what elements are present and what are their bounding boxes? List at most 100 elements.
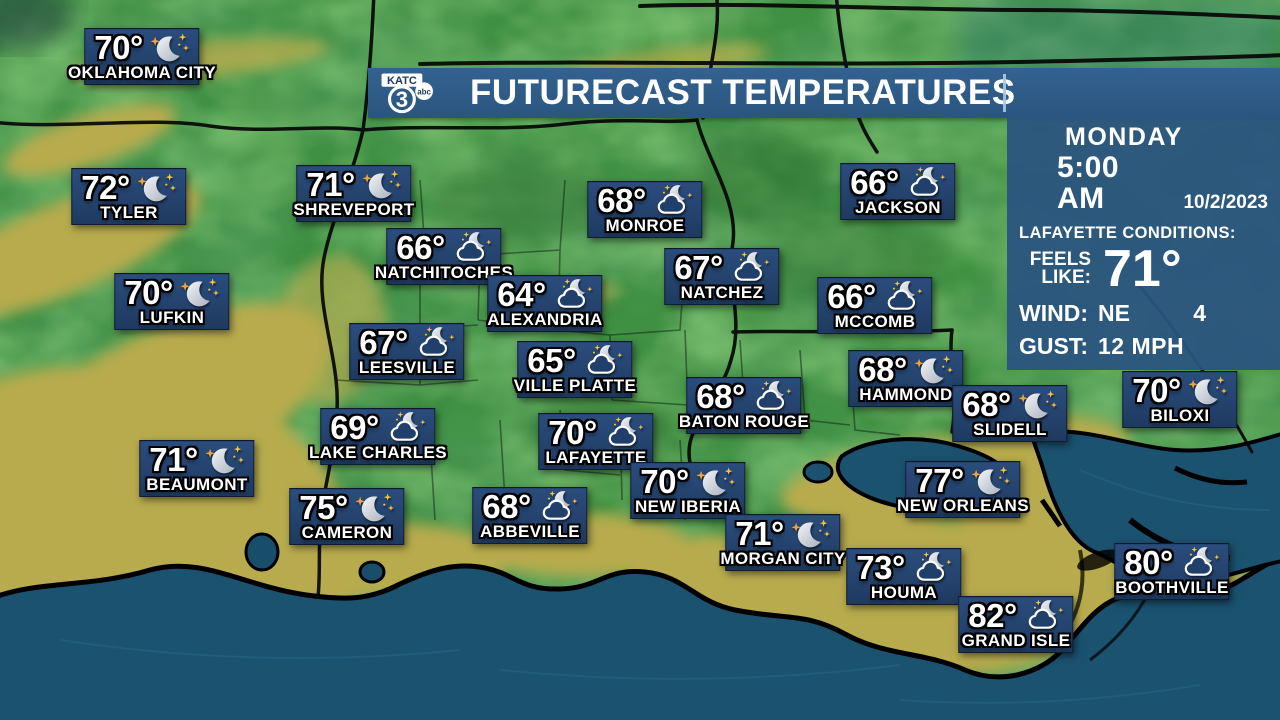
temperature-row: 73° xyxy=(856,549,952,586)
city-temperature-label: 82° GRAND ISLE xyxy=(958,596,1074,654)
temperature-value: 82° xyxy=(968,597,1017,634)
city-name: GRAND ISLE xyxy=(961,630,1071,650)
city-name: LUFKIN xyxy=(139,307,205,327)
gust-row: GUST: 12 MPH xyxy=(1019,333,1268,360)
clear-night-icon xyxy=(791,517,831,551)
city-temperature-label: 70° LUFKIN xyxy=(114,273,230,331)
city-name: LAKE CHARLES xyxy=(309,442,447,462)
city-name: SLIDELL xyxy=(973,419,1047,439)
temperature-value: 66° xyxy=(850,164,899,201)
temperature-value: 70° xyxy=(1132,372,1181,409)
city-name: BOOTHVILLE xyxy=(1115,577,1229,597)
temperature-value: 67° xyxy=(359,324,408,361)
temperature-row: 68° xyxy=(962,387,1058,423)
city-temperature-label: 68° SLIDELL xyxy=(952,385,1068,443)
wind-row: WIND: NE 4 xyxy=(1019,300,1268,327)
city-name: HAMMOND xyxy=(859,384,953,404)
svg-text:KATC: KATC xyxy=(387,75,417,87)
city-temperature-label: 71° BEAUMONT xyxy=(139,440,255,498)
temperature-row: 71° xyxy=(306,166,402,203)
temperature-value: 68° xyxy=(482,488,531,525)
partly-cloudy-night-icon xyxy=(1180,546,1220,580)
city-name: NEW ORLEANS xyxy=(897,495,1029,515)
temperature-row: 67° xyxy=(674,249,770,286)
forecast-time-row: 5:00 AM 10/2/2023 xyxy=(1057,150,1268,215)
temperature-row: 66° xyxy=(850,164,946,201)
city-temperature-label: 70° BILOXI xyxy=(1122,371,1238,429)
temperature-value: 70° xyxy=(548,414,597,451)
partly-cloudy-night-icon xyxy=(906,166,946,200)
city-name: MONROE xyxy=(605,215,685,235)
partly-cloudy-night-icon xyxy=(452,231,492,265)
header-banner: KATC 3 abc FUTURECAST TEMPERATURES xyxy=(368,68,1280,118)
forecast-time: 5:00 AM xyxy=(1057,150,1120,215)
gust-value: 12 MPH xyxy=(1098,332,1185,359)
temperature-row: 68° xyxy=(597,182,693,219)
partly-cloudy-night-icon xyxy=(912,551,952,585)
temperature-value: 64° xyxy=(497,276,546,313)
temperature-row: 65° xyxy=(527,342,623,379)
city-name: BEAUMONT xyxy=(146,474,248,494)
partly-cloudy-night-icon xyxy=(1024,599,1064,633)
temperature-value: 66° xyxy=(827,278,876,315)
temperature-row: 69° xyxy=(330,410,426,446)
gust-label: GUST: xyxy=(1019,332,1088,359)
city-name: CAMERON xyxy=(301,522,393,542)
city-temperature-label: 68° BATON ROUGE xyxy=(679,377,809,435)
clear-night-icon xyxy=(1188,374,1228,408)
partly-cloudy-night-icon xyxy=(883,280,923,314)
temperature-row: 80° xyxy=(1124,545,1220,581)
temperature-value: 68° xyxy=(597,182,646,219)
wind-speed: 4 xyxy=(1193,299,1206,326)
city-name: MCCOMB xyxy=(834,311,916,331)
temperature-value: 73° xyxy=(856,549,905,586)
wind-direction: NE xyxy=(1097,299,1130,326)
temperature-value: 66° xyxy=(396,229,445,266)
temperature-row: 70° xyxy=(640,464,736,500)
city-temperature-label: 70° NEW IBERIA xyxy=(630,462,746,520)
city-temperature-label: 71° SHREVEPORT xyxy=(293,165,414,223)
temperature-value: 67° xyxy=(674,249,723,286)
temperature-value: 70° xyxy=(124,274,173,311)
temperature-value: 71° xyxy=(735,515,784,552)
city-temperature-label: 64° ALEXANDRIA xyxy=(487,275,603,333)
header-divider xyxy=(1003,74,1006,112)
partly-cloudy-night-icon xyxy=(730,251,770,285)
feels-like-value: 71° xyxy=(1103,239,1182,298)
city-name: MORGAN CITY xyxy=(720,548,846,568)
temperature-row: 71° xyxy=(735,515,831,552)
city-name: BILOXI xyxy=(1150,405,1210,425)
forecast-date: 10/2/2023 xyxy=(1183,191,1268,213)
clear-night-icon xyxy=(205,443,245,477)
clear-night-icon xyxy=(362,168,402,202)
city-temperature-label: 66° MCCOMB xyxy=(817,277,933,335)
conditions-panel: MONDAY 5:00 AM 10/2/2023 LAFAYETTE CONDI… xyxy=(1007,118,1280,370)
temperature-row: 66° xyxy=(827,278,923,315)
city-temperature-label: 68° MONROE xyxy=(587,181,703,239)
city-temperature-label: 72° TYLER xyxy=(71,168,187,226)
temperature-row: 64° xyxy=(497,276,593,313)
city-temperature-label: 77° NEW ORLEANS xyxy=(897,461,1029,519)
temperature-row: 70° xyxy=(94,30,190,66)
temperature-value: 68° xyxy=(696,378,745,415)
temperature-value: 68° xyxy=(858,351,907,388)
city-name: LEESVILLE xyxy=(358,357,456,377)
temperature-row: 68° xyxy=(696,378,792,415)
svg-text:abc: abc xyxy=(417,87,431,96)
temperature-value: 65° xyxy=(527,342,576,379)
clear-night-icon xyxy=(150,31,190,65)
clear-night-icon xyxy=(137,171,177,205)
conditions-title: LAFAYETTE CONDITIONS: xyxy=(1019,223,1236,242)
city-temperature-label: 70° OKLAHOMA CITY xyxy=(68,28,216,86)
temperature-row: 82° xyxy=(968,597,1064,634)
city-name: HOUMA xyxy=(870,582,938,602)
temperature-value: 77° xyxy=(915,462,964,499)
partly-cloudy-night-icon xyxy=(583,344,623,378)
temperature-value: 71° xyxy=(306,166,355,203)
clear-night-icon xyxy=(696,465,736,499)
temperature-row: 77° xyxy=(915,462,1011,499)
city-temperature-label: 80° BOOTHVILLE xyxy=(1114,543,1230,601)
city-temperature-label: 70° LAFAYETTE xyxy=(538,413,654,471)
clear-night-icon xyxy=(971,464,1011,498)
